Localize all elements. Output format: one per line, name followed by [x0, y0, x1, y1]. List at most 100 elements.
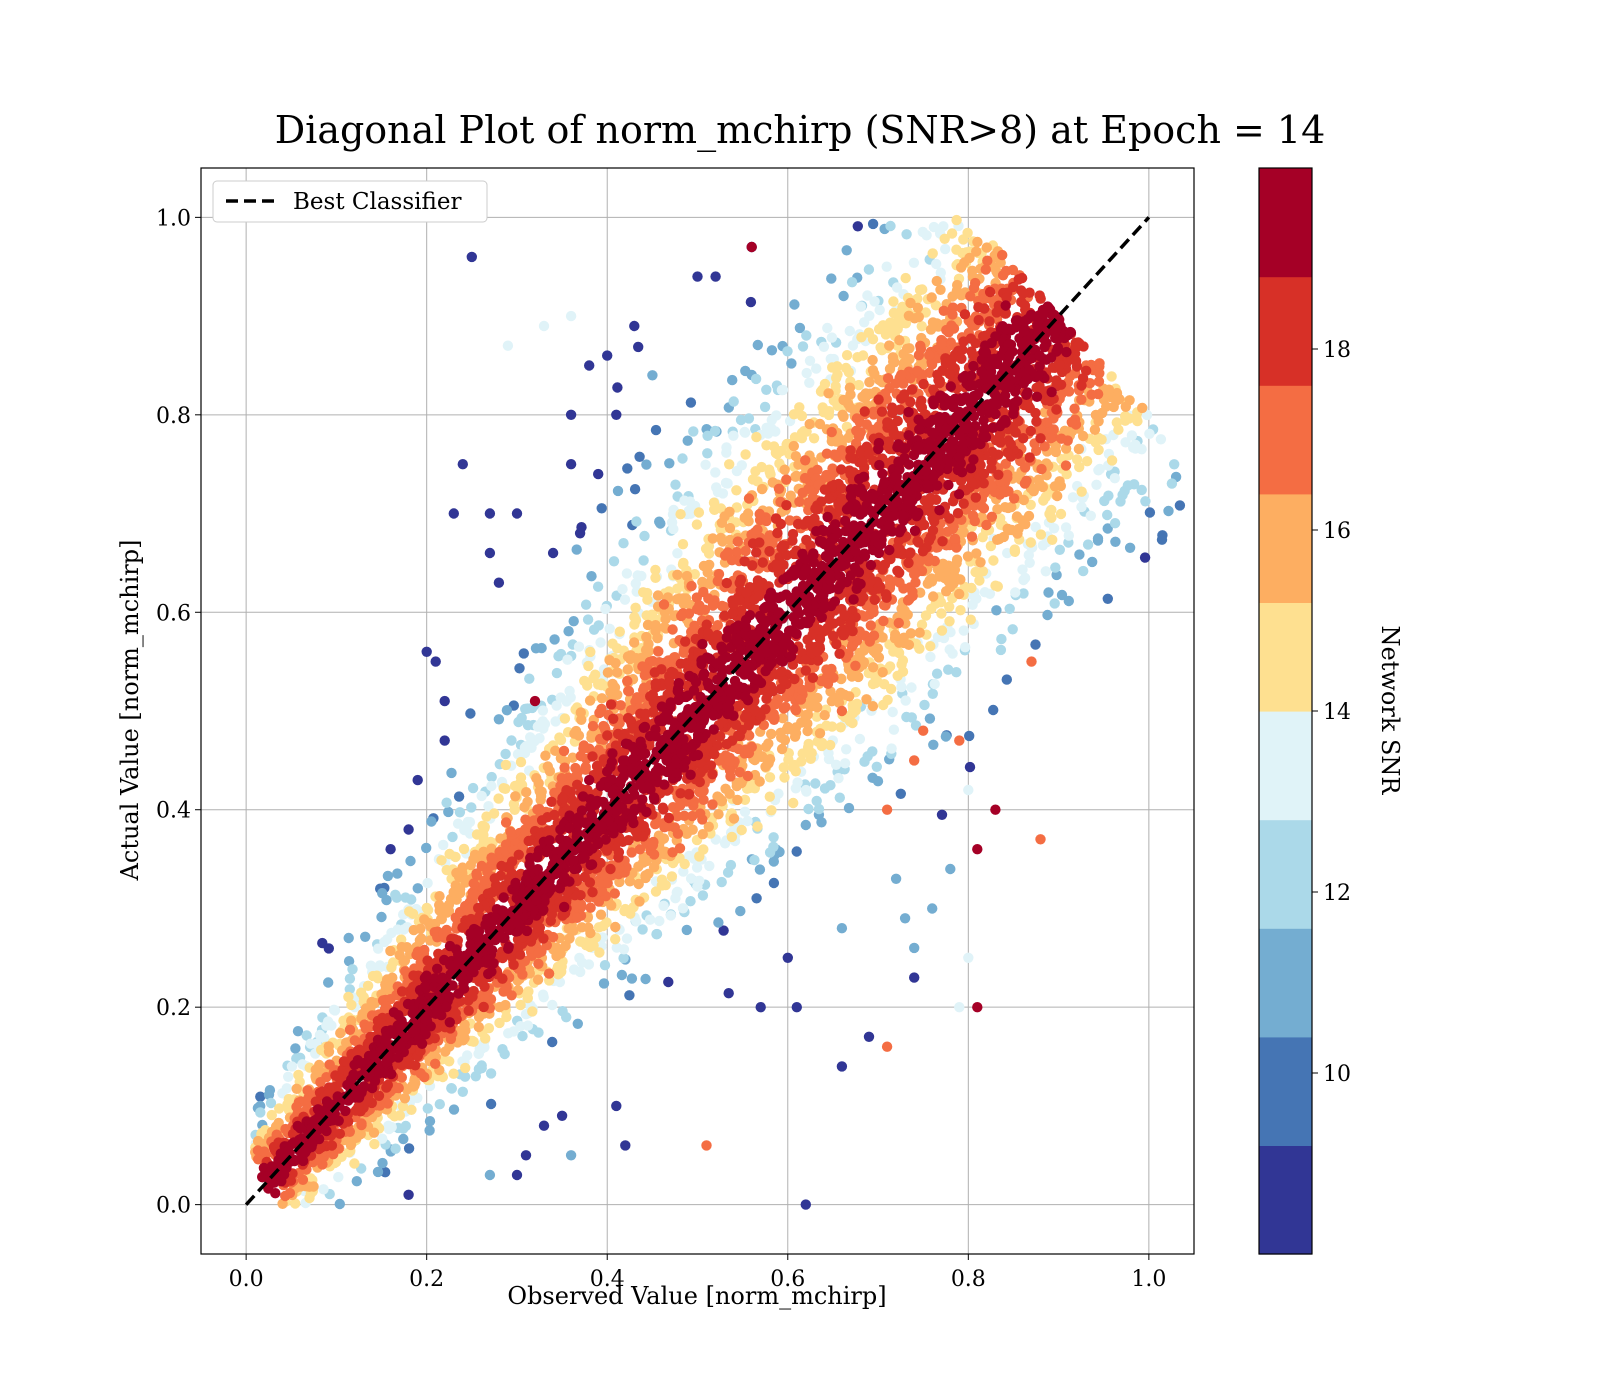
- scatter-point: [1006, 501, 1017, 513]
- scatter-point: [927, 248, 938, 259]
- scatter-point: [406, 1104, 417, 1116]
- scatter-point: [834, 648, 845, 659]
- scatter-point: [985, 540, 997, 552]
- scatter-point: [759, 401, 771, 413]
- scatter-point: [263, 1089, 275, 1101]
- scatter-point: [936, 608, 947, 619]
- scatter-point: [512, 749, 524, 760]
- scatter-point: [292, 1026, 304, 1037]
- scatter-point: [619, 594, 631, 605]
- scatter-point: [422, 904, 434, 916]
- scatter-point: [891, 282, 903, 293]
- scatter-point: [864, 377, 875, 388]
- scatter-point: [806, 747, 817, 759]
- scatter-point: [787, 528, 799, 540]
- scatter-point: [739, 794, 751, 805]
- scatter-point: [602, 350, 613, 361]
- scatter-point: [356, 987, 367, 998]
- scatter-point: [564, 685, 575, 697]
- scatter-point: [375, 961, 386, 972]
- scatter-point: [859, 756, 870, 767]
- scatter-point: [605, 863, 616, 875]
- scatter-point: [1056, 589, 1068, 601]
- scatter-point: [426, 816, 437, 827]
- scatter-point: [642, 643, 653, 654]
- scatter-point: [561, 1012, 572, 1023]
- scatter-point: [766, 728, 777, 740]
- scatter-point: [916, 321, 927, 332]
- scatter-point: [1076, 380, 1087, 391]
- scatter-point: [609, 888, 620, 899]
- scatter-point: [927, 525, 939, 536]
- scatter-point: [596, 678, 607, 689]
- scatter-point: [637, 924, 648, 935]
- scatter-point: [551, 700, 562, 711]
- scatter-point: [440, 1046, 451, 1057]
- scatter-point: [622, 675, 633, 687]
- scatter-point: [1046, 504, 1057, 516]
- scatter-point: [720, 783, 731, 794]
- scatter-point: [430, 656, 441, 667]
- scatter-point: [896, 369, 907, 381]
- scatter-point: [1163, 505, 1174, 517]
- scatter-point: [918, 378, 929, 390]
- scatter-point: [344, 1024, 356, 1036]
- scatter-point: [421, 646, 432, 657]
- scatter-point: [812, 702, 823, 713]
- scatter-point: [1111, 417, 1123, 428]
- scatter-point: [973, 302, 984, 313]
- scatter-point: [457, 459, 468, 470]
- scatter-point: [1035, 529, 1047, 540]
- scatter-point: [743, 493, 755, 504]
- scatter-point: [735, 574, 747, 585]
- scatter-point: [938, 221, 949, 232]
- scatter-point: [473, 1021, 484, 1033]
- scatter-point: [904, 343, 915, 354]
- scatter-point: [719, 601, 730, 612]
- scatter-point: [972, 236, 983, 248]
- scatter-point: [768, 877, 780, 889]
- scatter-point: [881, 804, 893, 815]
- scatter-point: [825, 739, 836, 751]
- scatter-point: [868, 662, 879, 673]
- scatter-point: [924, 350, 935, 361]
- scatter-point: [633, 341, 644, 353]
- scatter-point: [501, 705, 513, 716]
- scatter-point: [863, 1031, 875, 1043]
- scatter-point: [683, 850, 695, 862]
- scatter-point: [633, 693, 644, 705]
- scatter-point: [750, 466, 761, 477]
- scatter-point: [610, 921, 621, 933]
- scatter-point: [615, 700, 626, 711]
- scatter-point: [785, 490, 796, 501]
- scatter-point: [1174, 500, 1186, 511]
- scatter-point: [890, 378, 901, 389]
- scatter-point: [666, 871, 678, 882]
- scatter-point: [1136, 484, 1147, 496]
- scatter-point: [488, 808, 500, 819]
- scatter-point: [740, 545, 751, 557]
- scatter-point: [884, 340, 895, 351]
- scatter-point: [761, 384, 772, 395]
- scatter-point: [909, 942, 920, 954]
- scatter-point: [867, 354, 878, 366]
- scatter-point: [585, 902, 596, 913]
- scatter-point: [347, 964, 358, 975]
- scatter-points: [250, 214, 1186, 1210]
- scatter-point: [789, 299, 800, 310]
- scatter-point: [764, 847, 776, 858]
- scatter-point: [732, 794, 743, 806]
- scatter-point: [652, 590, 664, 601]
- scatter-point: [888, 356, 899, 367]
- scatter-point: [894, 404, 906, 415]
- scatter-point: [776, 542, 787, 553]
- scatter-point: [399, 955, 411, 966]
- scatter-point: [538, 320, 550, 332]
- scatter-point: [265, 1097, 277, 1109]
- scatter-point: [604, 623, 615, 634]
- scatter-point: [684, 496, 696, 507]
- scatter-point: [1063, 595, 1075, 607]
- scatter-point: [587, 887, 598, 898]
- scatter-point: [343, 956, 355, 967]
- scatter-point: [1030, 521, 1041, 533]
